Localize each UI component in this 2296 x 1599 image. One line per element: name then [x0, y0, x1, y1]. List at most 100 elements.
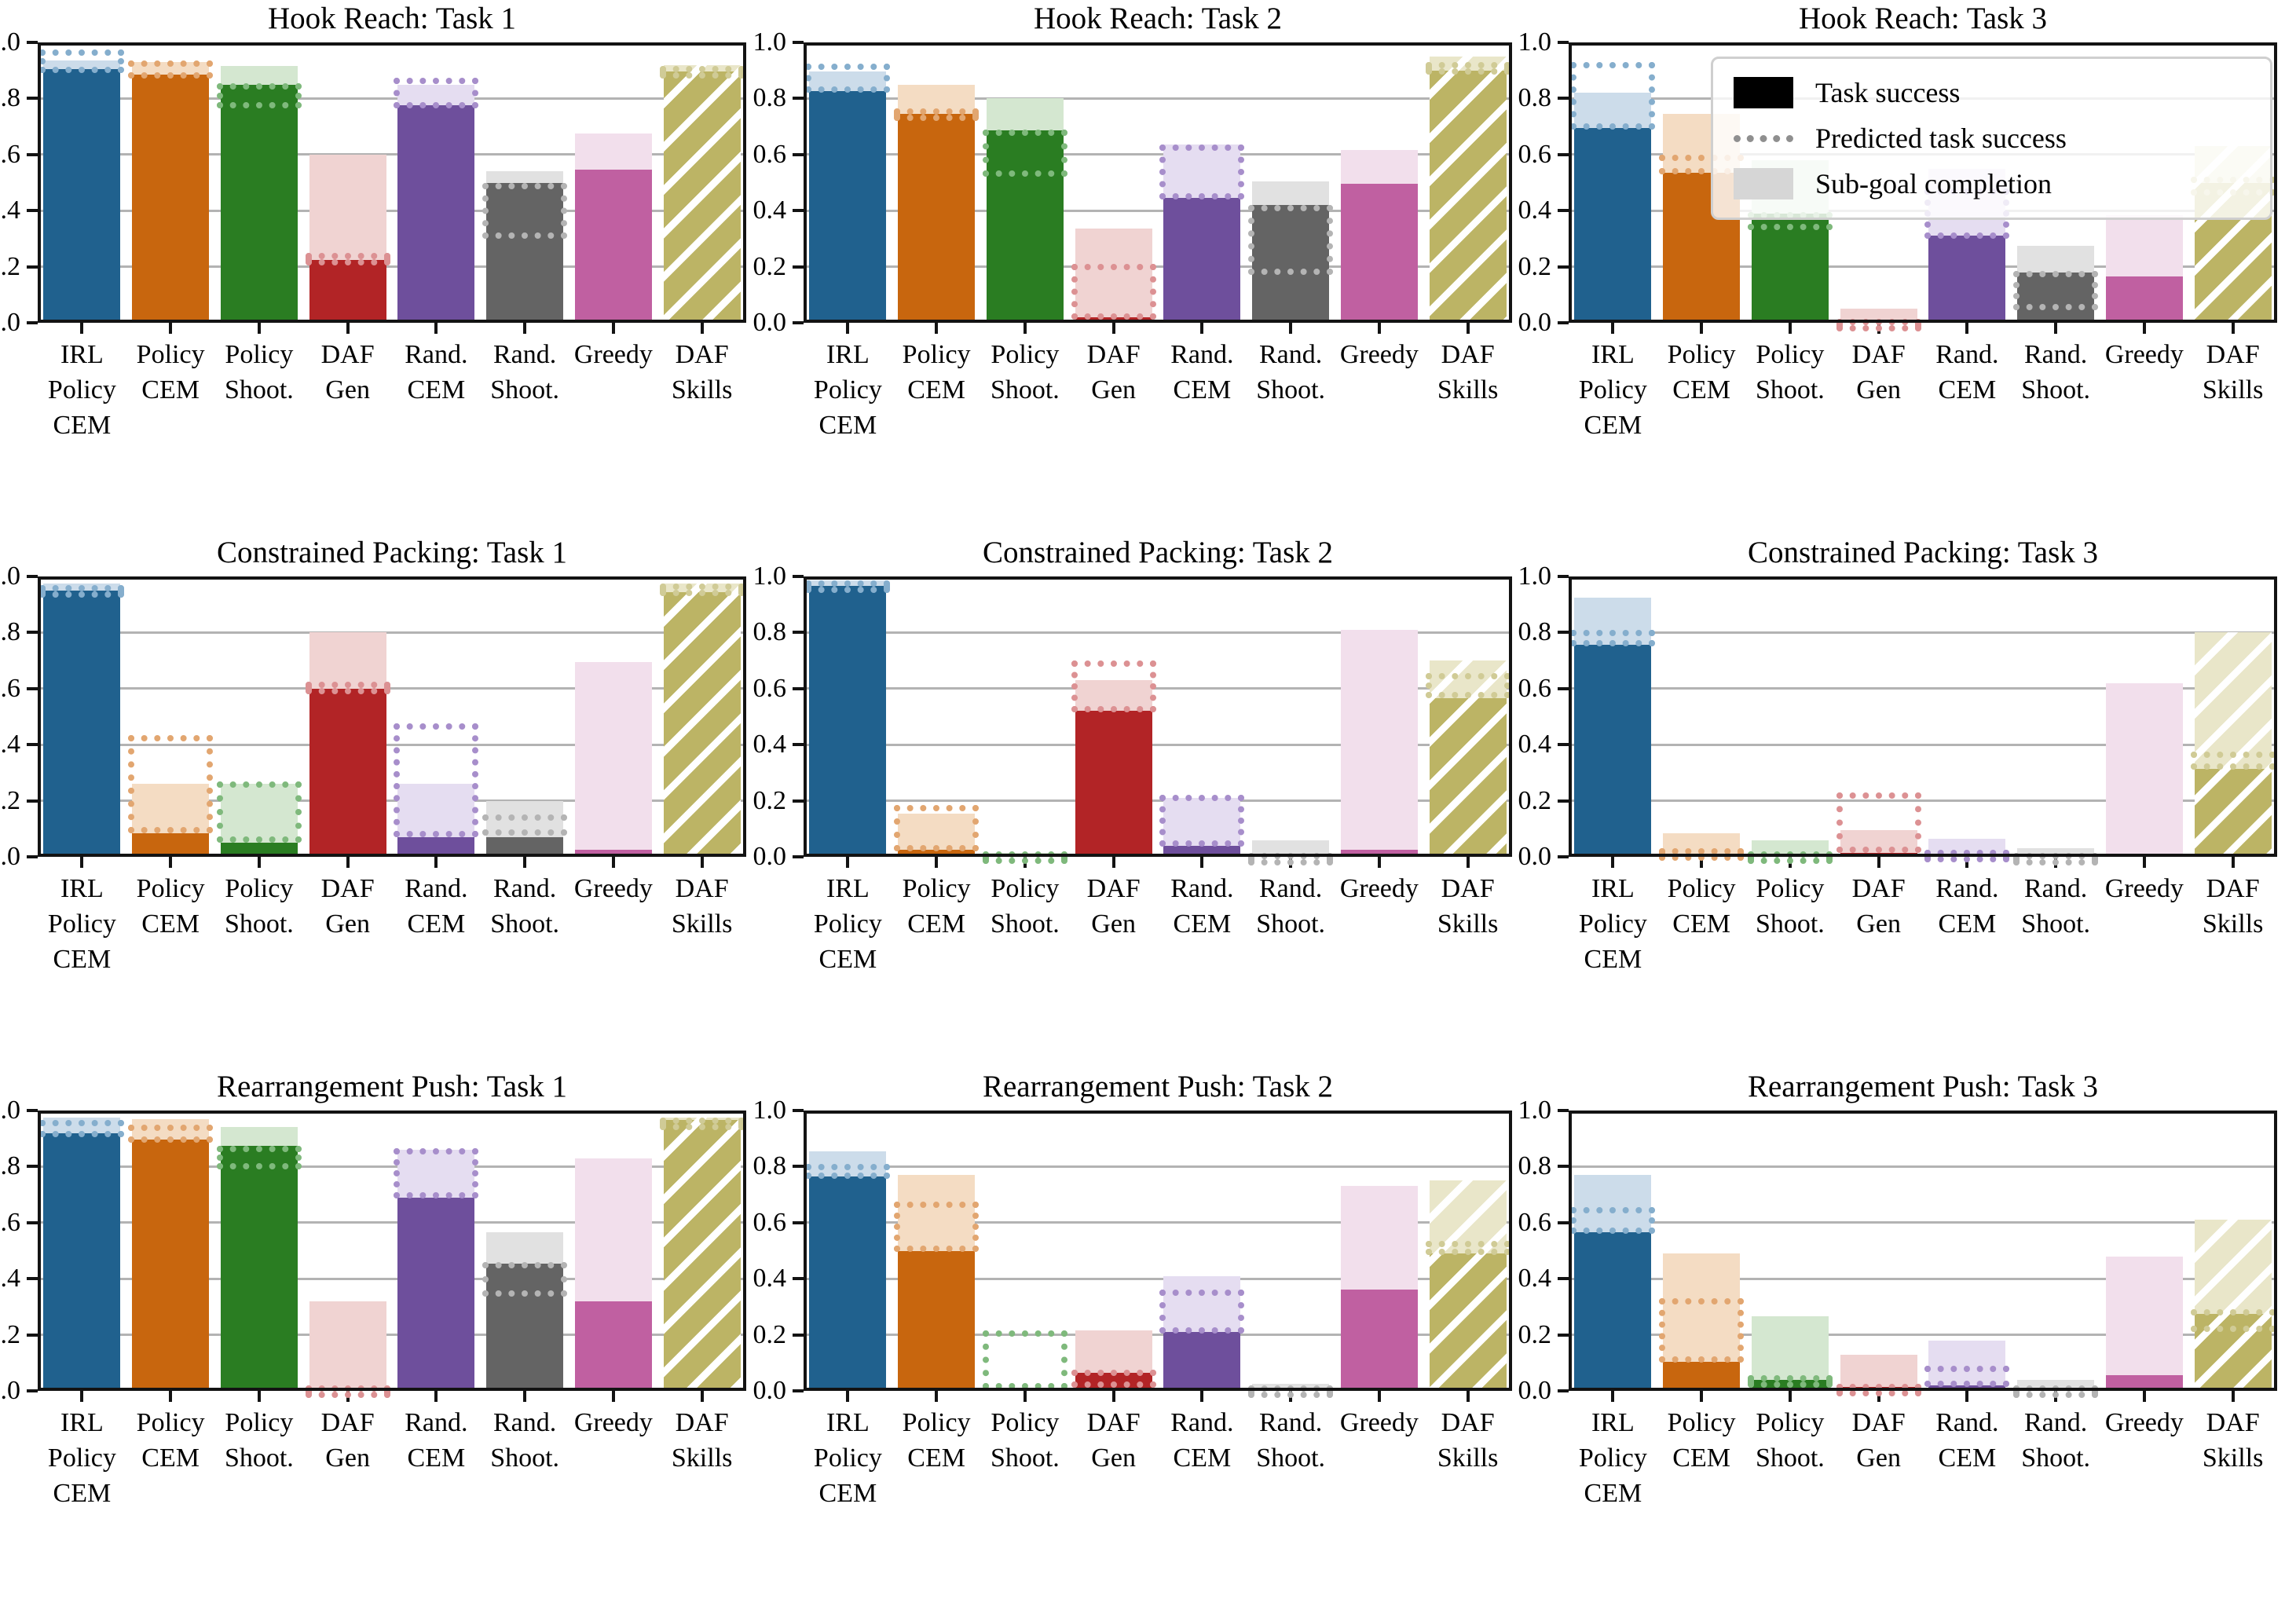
x-axis-tick: [169, 323, 173, 334]
x-tick-label-policy-cem: CEM: [1672, 375, 1730, 404]
sub-goal-bar-rand-shoot: [2017, 848, 2095, 857]
subplot-title: Rearrangement Push: Task 2: [982, 1070, 1334, 1103]
x-tick-label-policy-cem: Policy: [136, 1408, 205, 1437]
x-tick-label-daf-gen: DAF: [320, 874, 375, 903]
x-tick-label-greedy: Greedy: [573, 1408, 653, 1437]
y-tick-label: 0.0: [0, 1376, 20, 1405]
x-tick-label-rand-shoot: Rand.: [2023, 1408, 2088, 1437]
subplot-title: Rearrangement Push: Task 3: [1747, 1070, 2099, 1103]
x-tick-label-rand-shoot: Shoot.: [2021, 1443, 2091, 1473]
x-tick-label-daf-gen: Gen: [325, 375, 370, 404]
y-axis-tick: [27, 1389, 38, 1392]
x-axis-tick: [2142, 1391, 2146, 1402]
x-axis-tick: [1466, 323, 1470, 334]
task-success-bar-rand-shoot: [1252, 205, 1330, 323]
sub-goal-bar-greedy: [1340, 629, 1418, 857]
predicted-task-success-box-daf-skills: [1425, 673, 1511, 699]
gridline-0.2: [1569, 1334, 2277, 1337]
predicted-task-success-box-rand-cem: [1159, 1290, 1245, 1334]
x-axis-tick: [1377, 1391, 1381, 1402]
x-tick-label-rand-shoot: Shoot.: [1256, 375, 1326, 404]
plot-frame: [38, 42, 746, 323]
y-tick-label: 0.8: [0, 83, 20, 113]
plot-area: [804, 42, 1512, 323]
x-tick-label-rand-shoot: Rand.: [493, 1408, 557, 1437]
hatch-overlay-daf-skills: [2194, 1220, 2272, 1391]
task-success-bar-irl-policy-cem: [1574, 1232, 1652, 1391]
x-tick-label-daf-gen: DAF: [1086, 1408, 1141, 1437]
x-tick-label-irl-policy-cem: IRL: [826, 1408, 870, 1437]
y-axis-tick: [1558, 41, 1569, 44]
x-tick-label-policy-cem: Policy: [136, 340, 205, 369]
plot-area: [1569, 576, 2277, 865]
y-tick-label: 0.8: [753, 617, 787, 647]
x-tick-label-policy-shoot: Shoot.: [224, 1443, 294, 1473]
x-axis-tick: [1611, 1391, 1615, 1402]
x-axis-tick: [1965, 1391, 1969, 1402]
y-axis-tick: [793, 321, 804, 324]
gridline-0.6: [1569, 687, 2277, 690]
x-tick-label-daf-gen: DAF: [1851, 874, 1906, 903]
y-axis-tick: [1558, 265, 1569, 269]
x-tick-label-daf-skills: Skills: [671, 909, 733, 939]
gridline-0.4: [1569, 743, 2277, 746]
task-success-bar-policy-cem: [132, 832, 210, 857]
subplot-title: Constrained Packing: Task 1: [216, 536, 568, 569]
x-tick-label-daf-skills: Skills: [2202, 1443, 2264, 1473]
x-tick-label-daf-skills: Skills: [1437, 909, 1499, 939]
plot-frame: [804, 576, 1512, 857]
predicted-task-success-box-policy-cem: [128, 60, 214, 79]
sub-goal-bar-greedy: [574, 661, 652, 857]
predicted-task-success-box-daf-skills: [1425, 1241, 1511, 1255]
x-axis-tick: [1965, 323, 1969, 334]
task-success-bar-rand-cem: [397, 105, 475, 323]
y-axis-tick: [27, 209, 38, 213]
legend-item-sub-goal-completion: Sub-goal completion: [1734, 162, 2250, 206]
y-axis-tick: [793, 209, 804, 213]
sub-goal-bar-daf-gen: [1075, 229, 1152, 323]
y-axis-tick: [27, 97, 38, 101]
predicted-task-success-box-policy-cem: [1659, 1298, 1745, 1363]
predicted-task-success-box-policy-shoot: [216, 1145, 302, 1169]
x-tick-label-rand-cem: CEM: [1938, 909, 1997, 939]
plot-area: [804, 576, 1512, 865]
x-axis-tick: [1788, 1391, 1792, 1402]
task-success-bar-irl-policy-cem: [809, 1176, 887, 1391]
y-tick-label: 0.4: [0, 196, 20, 225]
y-axis-tick: [1558, 1389, 1569, 1392]
x-tick-label-greedy: Greedy: [2104, 874, 2184, 903]
x-tick-label-irl-policy-cem: CEM: [1584, 945, 1642, 974]
x-tick-label-rand-shoot: Rand.: [2023, 340, 2088, 369]
x-tick-label-rand-cem: Rand.: [1935, 1408, 1999, 1437]
predicted-task-success-box-rand-cem: [1159, 145, 1245, 199]
x-tick-label-policy-cem: Policy: [1667, 1408, 1736, 1437]
subplot-title: Hook Reach: Task 2: [1033, 2, 1283, 35]
x-tick-label-daf-gen: Gen: [1856, 909, 1901, 939]
y-tick-label: 0.0: [1518, 842, 1552, 871]
y-tick-label: 0.0: [753, 308, 787, 337]
plot-frame: [38, 576, 746, 857]
x-tick-label-policy-shoot: Policy: [1756, 1408, 1825, 1437]
x-axis-tick: [846, 1391, 850, 1402]
x-axis-tick: [2142, 857, 2146, 868]
x-tick-label-daf-skills: Skills: [1437, 1443, 1499, 1473]
subplot-title: Hook Reach: Task 1: [267, 2, 517, 35]
x-axis-tick: [257, 857, 261, 868]
y-tick-label: 1.0: [0, 1096, 20, 1125]
x-tick-label-rand-shoot: Shoot.: [2021, 375, 2091, 404]
subplot-title: Constrained Packing: Task 3: [1747, 536, 2099, 569]
task-success-bar-rand-shoot: [486, 837, 564, 857]
subplot-hook-reach-task-2: Hook Reach: Task 2 IRL Policy CEM Policy CEM P…: [753, 0, 1531, 531]
x-tick-label-policy-cem: CEM: [1672, 1443, 1730, 1473]
y-axis-tick: [793, 631, 804, 635]
x-axis-tick: [846, 857, 850, 868]
plot-frame: [1569, 42, 2277, 323]
y-tick-label: 1.0: [1518, 27, 1552, 57]
y-axis-tick: [27, 1165, 38, 1169]
x-axis-tick: [700, 323, 704, 334]
x-tick-label-rand-shoot: Rand.: [1258, 340, 1323, 369]
y-axis-tick: [27, 855, 38, 858]
task-success-bar-policy-cem: [898, 114, 976, 323]
predicted-task-success-box-irl-policy-cem: [1570, 1207, 1656, 1235]
y-tick-label: 0.8: [1518, 1151, 1552, 1181]
